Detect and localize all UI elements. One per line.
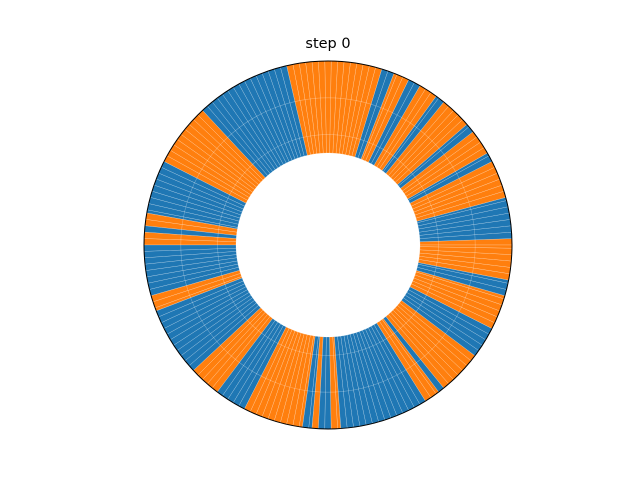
polar-grid bbox=[180, 97, 476, 393]
grid-ring bbox=[180, 97, 476, 393]
chart-title: step 0 bbox=[305, 36, 350, 52]
grid-ring bbox=[217, 134, 439, 356]
wedge-group bbox=[143, 60, 513, 430]
polar-axis-frame bbox=[143, 60, 513, 430]
